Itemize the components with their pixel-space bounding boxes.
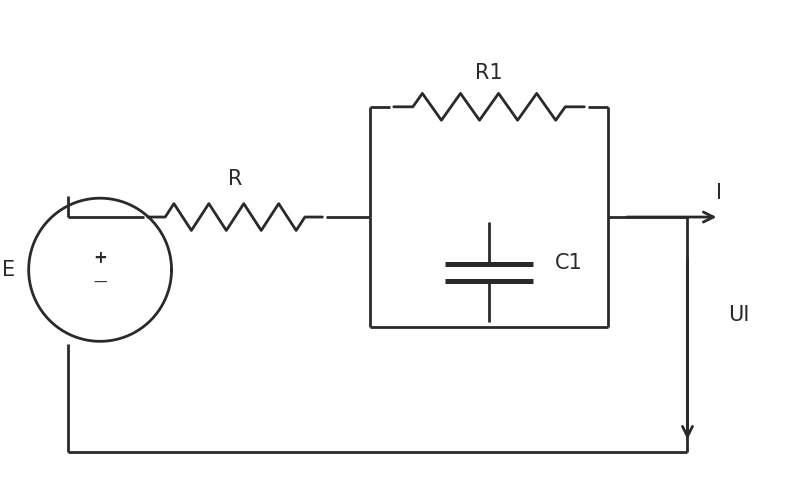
- Text: R1: R1: [475, 63, 503, 83]
- Text: C1: C1: [554, 253, 582, 272]
- Text: I: I: [716, 183, 722, 203]
- Text: +: +: [93, 249, 107, 267]
- Text: R: R: [228, 169, 242, 188]
- Text: E: E: [2, 260, 15, 280]
- Text: UI: UI: [728, 305, 750, 325]
- Text: —: —: [94, 276, 107, 290]
